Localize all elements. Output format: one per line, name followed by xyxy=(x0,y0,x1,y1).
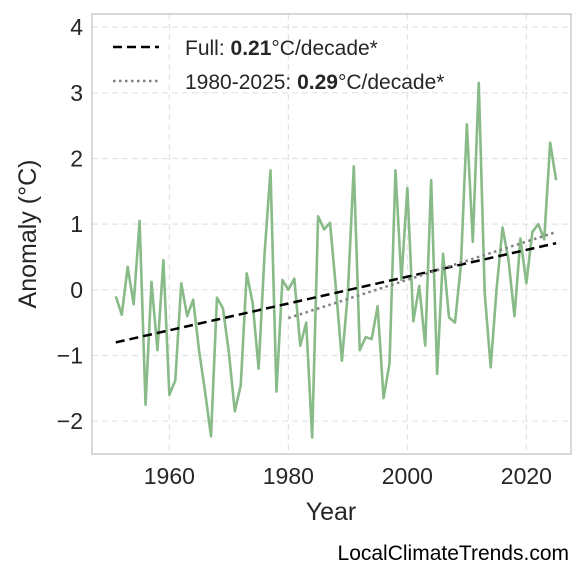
legend-entry-full-trend: Full: 0.21°C/decade* xyxy=(185,37,378,60)
x-tick-label: 2000 xyxy=(382,463,433,489)
y-tick-label: 4 xyxy=(70,14,83,40)
site-credit: LocalClimateTrends.com xyxy=(338,542,569,565)
y-tick-label: 0 xyxy=(70,277,83,303)
y-tick-label: −2 xyxy=(57,408,83,434)
legend-unit: °C/decade* xyxy=(338,71,444,94)
recent-trend-line xyxy=(287,230,557,320)
legend-label: 1980-2025: xyxy=(185,71,297,94)
y-tick-label: 3 xyxy=(70,80,83,106)
y-tick-label: 1 xyxy=(70,211,83,237)
x-tick-label: 1960 xyxy=(144,463,195,489)
y-tick-label: −1 xyxy=(57,342,83,368)
legend-unit: °C/decade* xyxy=(271,37,377,60)
x-axis-title: Year xyxy=(306,498,357,526)
x-tick-label: 2020 xyxy=(501,463,552,489)
full-trend-line xyxy=(115,241,557,344)
anomaly-series-line xyxy=(114,81,558,439)
x-tick-labels: 1960 1980 2000 2020 xyxy=(144,463,552,489)
y-tick-label: 2 xyxy=(70,145,83,171)
legend-rate-value: 0.21 xyxy=(231,37,272,60)
plot-frame xyxy=(91,13,572,455)
y-axis-title: Anomaly (°C) xyxy=(14,160,42,309)
x-tick-label: 1980 xyxy=(263,463,314,489)
legend-rate-value: 0.29 xyxy=(297,71,338,94)
y-tick-labels: −2 −1 0 1 2 3 4 xyxy=(57,14,83,434)
legend-label: Full: xyxy=(185,37,231,60)
legend-entry-recent-trend: 1980-2025: 0.29°C/decade* xyxy=(185,71,444,94)
series-layer xyxy=(114,81,558,439)
grid-lines xyxy=(92,14,571,454)
legend: Full: 0.21°C/decade* 1980-2025: 0.29°C/d… xyxy=(113,37,444,94)
